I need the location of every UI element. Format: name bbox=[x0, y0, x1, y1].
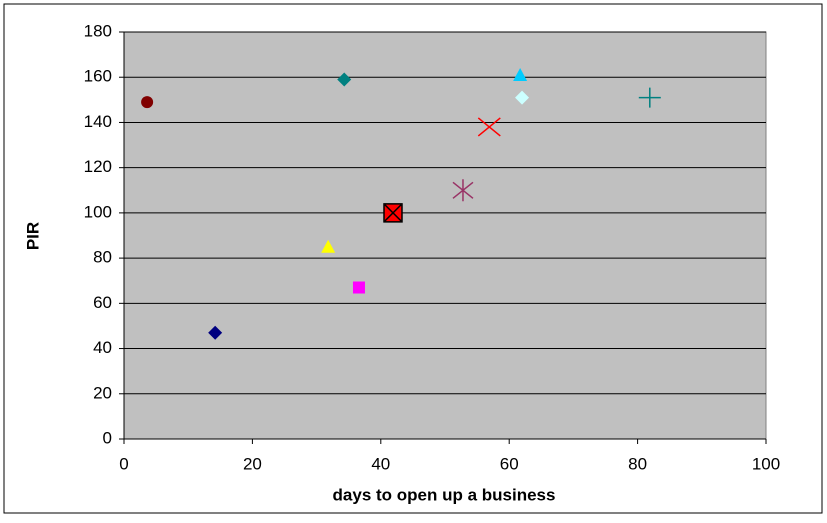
point bbox=[513, 67, 528, 81]
point bbox=[515, 90, 530, 105]
y-tick-label: 180 bbox=[84, 21, 112, 40]
y-axis-title: PIR bbox=[23, 222, 42, 250]
point bbox=[452, 179, 474, 202]
point bbox=[141, 96, 154, 109]
plot-area bbox=[123, 31, 767, 440]
point bbox=[383, 203, 403, 223]
x-tick-label: 40 bbox=[371, 454, 390, 473]
x-tick-label: 0 bbox=[119, 454, 128, 473]
point bbox=[638, 87, 661, 108]
y-tick-label: 100 bbox=[84, 202, 112, 221]
point bbox=[352, 281, 365, 294]
y-tick-label: 60 bbox=[93, 293, 112, 312]
y-tick-label: 20 bbox=[93, 383, 112, 402]
y-tick-label: 80 bbox=[93, 248, 112, 267]
point bbox=[321, 239, 336, 253]
y-tick-label: 0 bbox=[103, 428, 112, 447]
y-tick-label: 140 bbox=[84, 112, 112, 131]
x-tick-label: 60 bbox=[500, 454, 519, 473]
x-axis-title: days to open up a business bbox=[333, 485, 556, 504]
point bbox=[337, 72, 352, 87]
point bbox=[208, 325, 223, 340]
x-tick-label: 20 bbox=[243, 454, 262, 473]
x-tick-label: 100 bbox=[752, 454, 780, 473]
x-tick-label: 80 bbox=[628, 454, 647, 473]
y-tick-label: 120 bbox=[84, 157, 112, 176]
y-tick-label: 40 bbox=[93, 338, 112, 357]
y-tick-label: 160 bbox=[84, 67, 112, 86]
point bbox=[477, 117, 501, 137]
